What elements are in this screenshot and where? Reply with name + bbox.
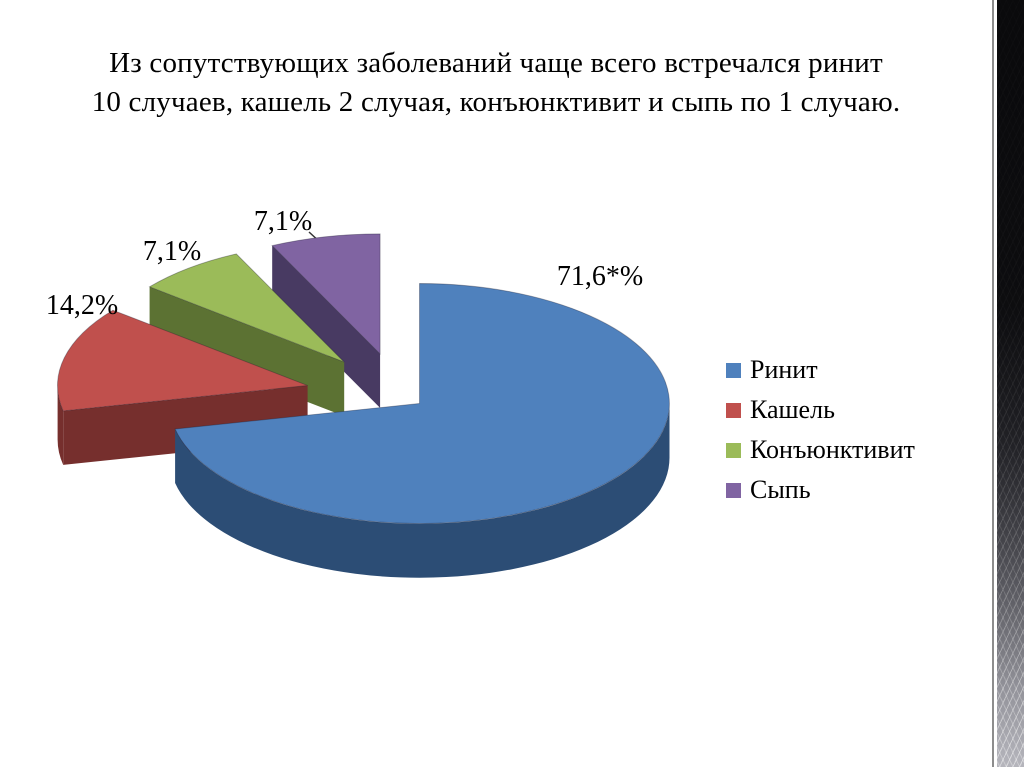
pie-slice-face	[174, 283, 670, 524]
pie-slice-face	[175, 403, 670, 578]
pie-label-konyunktivit: 7,1%	[142, 236, 202, 267]
pie-slice-face	[148, 253, 345, 363]
legend-swatch-syp-icon	[726, 482, 741, 498]
pie-slice-face	[271, 233, 381, 355]
legend-label-konyunktivit: Конъюнктивит	[750, 435, 915, 464]
textured-side-strip	[997, 0, 1024, 767]
legend-item-kashel: Кашель	[726, 390, 915, 430]
pie-slice-face	[57, 309, 308, 412]
legend-item-syp: Сыпь	[726, 470, 915, 510]
slide-title-line1: Из сопутствующих заболеваний чаще всего …	[109, 47, 883, 79]
legend-swatch-rinit-icon	[726, 362, 741, 378]
pie-label-rinit: 71,6*%	[556, 261, 644, 292]
legend-item-konyunktivit: Конъюнктивит	[726, 430, 915, 470]
legend-swatch-konyunktivit-icon	[726, 442, 741, 458]
pie-slice-face	[272, 245, 381, 408]
pie-slice-face	[57, 385, 64, 465]
legend-item-rinit: Ринит	[726, 350, 915, 390]
legend-label-syp: Сыпь	[750, 475, 811, 504]
chart-legend: Ринит Кашель Конъюнктивит Сыпь	[726, 350, 915, 510]
legend-swatch-kashel-icon	[726, 402, 741, 418]
legend-label-rinit: Ринит	[750, 355, 818, 384]
slide-title-line2: 10 случаев, кашель 2 случая, конъюнктиви…	[91, 86, 901, 118]
legend-label-kashel: Кашель	[750, 395, 835, 424]
side-divider-line	[992, 0, 994, 767]
pie-label-syp: 7,1%	[253, 206, 313, 237]
slide-title: Из сопутствующих заболеваний чаще всего …	[0, 44, 992, 122]
pie-label-kashel: 14,2%	[45, 290, 119, 321]
